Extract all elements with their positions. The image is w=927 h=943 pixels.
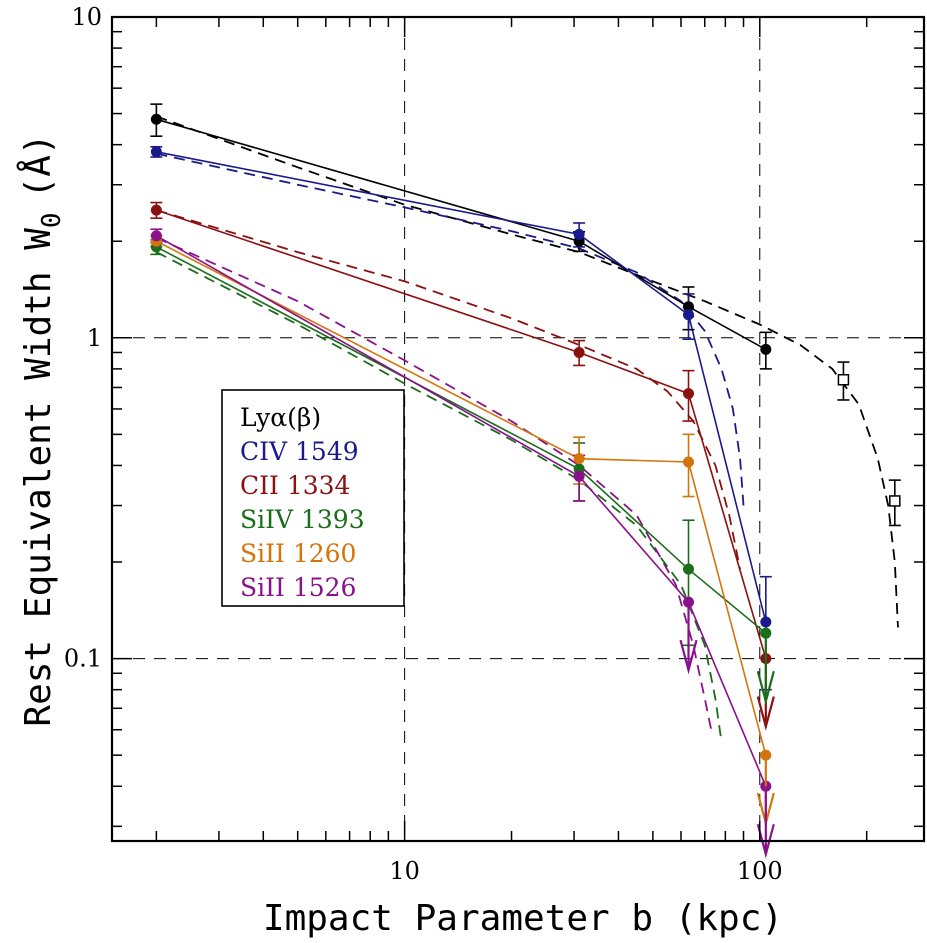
model-curve (156, 236, 713, 730)
data-point (150, 113, 162, 125)
y-tick-label: 10 (71, 3, 102, 31)
data-point (760, 343, 772, 355)
y-axis-label-subscript: 0 (37, 212, 67, 228)
legend-box (221, 389, 405, 607)
series-lines (156, 118, 767, 787)
y-tick-label: 1 (87, 324, 102, 352)
legend: Lyα(β) CIV 1549 CII 1334 SiIV 1393 SiII 1260… (221, 389, 405, 607)
legend-entry: Lyα(β) (240, 403, 321, 432)
model-curve (156, 209, 741, 570)
y-tick-label: 0.1 (64, 645, 102, 673)
y-axis-label-main: Rest Equivalent Width W (18, 228, 59, 727)
data-point (837, 373, 850, 386)
model-curves (155, 115, 899, 743)
x-tick-label: 10 (389, 857, 420, 885)
series-line (156, 151, 767, 623)
y-axis-label: Rest Equivalent Width W0 (Å) (16, 133, 67, 726)
legend-entry: CII 1334 (240, 471, 350, 500)
legend-entry: CIV 1549 (240, 437, 359, 466)
data-point (150, 146, 162, 158)
upper-limit-arrows (679, 602, 775, 859)
x-tick-label: 100 (737, 857, 783, 885)
model-curve (156, 115, 899, 628)
data-point (573, 470, 585, 482)
data-point (683, 456, 695, 468)
data-point (150, 230, 162, 242)
data-point (573, 453, 585, 465)
data-point (889, 495, 901, 507)
data-point (573, 228, 585, 240)
model-curve (156, 152, 745, 506)
data-point (683, 388, 695, 400)
series-line (156, 246, 767, 634)
series-line (156, 209, 767, 659)
series-line (156, 240, 767, 756)
plot-frame (110, 15, 926, 843)
model-curve (155, 251, 723, 743)
y-axis-label-unit: (Å) (16, 133, 59, 198)
legend-entry: SiIV 1393 (240, 505, 365, 534)
data-point (150, 204, 162, 216)
upper-limit-arrowhead (679, 639, 698, 675)
x-axis-label: Impact Parameter b (kpc) (263, 898, 783, 939)
legend-entry: SiII 1260 (240, 539, 356, 568)
data-point (760, 616, 772, 628)
legend-entry: SiII 1526 (240, 573, 356, 602)
upper-limit-arrowhead (756, 696, 775, 731)
data-point (683, 309, 695, 321)
upper-limit-arrowhead (756, 670, 775, 706)
axis-ticks: 10 100 10 1 0.1 (64, 3, 924, 885)
series-line (156, 235, 767, 787)
data-point (683, 563, 695, 575)
data-point (573, 346, 585, 358)
data-points (150, 113, 901, 792)
